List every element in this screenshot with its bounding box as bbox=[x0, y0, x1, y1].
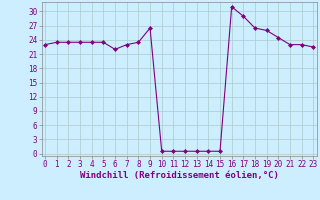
X-axis label: Windchill (Refroidissement éolien,°C): Windchill (Refroidissement éolien,°C) bbox=[80, 171, 279, 180]
